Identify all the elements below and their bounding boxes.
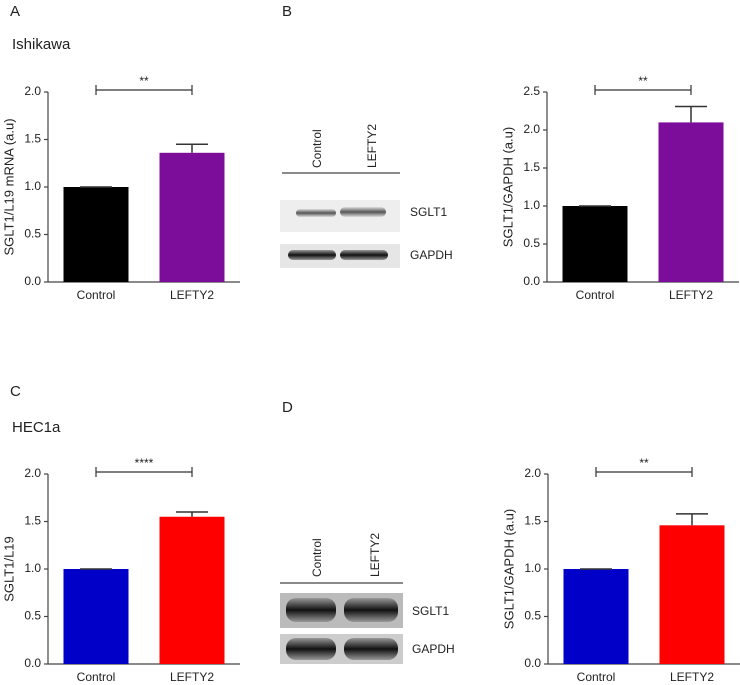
blot-band (340, 207, 386, 217)
y-tick-label: 0.0 (524, 656, 541, 670)
y-tick-label: 0.0 (24, 274, 41, 288)
x-tick-label: Control (77, 288, 116, 302)
y-tick-label: 2.0 (523, 122, 540, 136)
bar (159, 516, 225, 664)
y-axis-label: SGLT1/L19 mRNA (a.u) (1, 118, 16, 255)
panel-label: D (282, 399, 293, 416)
blot-band (344, 598, 398, 622)
error-bar (176, 511, 208, 517)
y-axis-label: SGLT1/L19 (1, 536, 16, 602)
x-tick-label: LEFTY2 (170, 288, 214, 302)
western-blot: Control LEFTY2 SGLT1 GAPDH (280, 124, 453, 268)
x-tick-label: Control (577, 670, 616, 684)
panel-label: A (10, 3, 20, 20)
blot-band (288, 250, 336, 260)
significance-label: ** (139, 74, 149, 88)
lane-label: Control (310, 538, 324, 577)
blot-band (286, 598, 336, 622)
significance-label: ** (639, 456, 649, 470)
bar (63, 569, 129, 664)
western-blot: Control LEFTY2 SGLT1 GAPDH (280, 533, 455, 664)
bar (659, 525, 725, 664)
bar (562, 206, 628, 282)
x-tick-label: LEFTY2 (670, 670, 714, 684)
y-tick-label: 1.5 (523, 160, 540, 174)
y-tick-label: 0.5 (24, 227, 41, 241)
band-label: SGLT1 (410, 205, 447, 219)
y-tick-label: 0.5 (524, 609, 541, 623)
significance-bracket (594, 85, 692, 95)
y-tick-label: 1.5 (524, 514, 541, 528)
y-axis-label: SGLT1/GAPDH (a.u) (500, 127, 515, 247)
y-tick-label: 1.5 (24, 132, 41, 146)
y-tick-label: 0.5 (24, 609, 41, 623)
bar (159, 152, 225, 282)
cell-line: HEC1a (12, 419, 61, 436)
lane-label: Control (310, 129, 324, 168)
y-tick-label: 2.0 (24, 466, 41, 480)
cell-line: Ishikawa (12, 36, 71, 53)
significance-bracket (95, 85, 193, 95)
y-tick-label: 1.0 (24, 561, 41, 575)
x-tick-label: Control (77, 670, 116, 684)
y-tick-label: 0.0 (24, 656, 41, 670)
band-label: GAPDH (410, 248, 453, 262)
lane-label: LEFTY2 (368, 533, 382, 577)
x-tick-label: LEFTY2 (170, 670, 214, 684)
significance-bracket (595, 467, 693, 477)
y-tick-label: 2.5 (523, 84, 540, 98)
error-bar (675, 105, 707, 123)
x-tick-label: LEFTY2 (669, 288, 713, 302)
error-bar (176, 143, 208, 153)
y-tick-label: 1.5 (24, 514, 41, 528)
significance-label: ** (638, 74, 648, 88)
y-tick-label: 1.0 (523, 198, 540, 212)
panel-label: C (10, 383, 21, 400)
bar (63, 187, 129, 282)
error-bar (676, 513, 708, 526)
x-tick-label: Control (576, 288, 615, 302)
y-tick-label: 0.5 (523, 236, 540, 250)
y-tick-label: 2.0 (524, 466, 541, 480)
bar (563, 569, 629, 664)
y-tick-label: 1.0 (24, 179, 41, 193)
y-tick-label: 0.0 (523, 274, 540, 288)
blot-band (296, 209, 336, 217)
significance-bracket (95, 467, 193, 477)
band-label: GAPDH (412, 642, 455, 656)
blot-band (286, 638, 336, 660)
lane-label: LEFTY2 (365, 124, 379, 168)
band-label: SGLT1 (412, 604, 449, 618)
bar (658, 122, 724, 283)
panel-label: B (282, 3, 292, 20)
y-tick-label: 1.0 (524, 561, 541, 575)
significance-label: **** (135, 456, 154, 470)
blot-band (344, 638, 398, 660)
blot-band (340, 250, 388, 260)
y-axis-label: SGLT1/GAPDH (a.u) (501, 509, 516, 629)
y-tick-label: 2.0 (24, 84, 41, 98)
